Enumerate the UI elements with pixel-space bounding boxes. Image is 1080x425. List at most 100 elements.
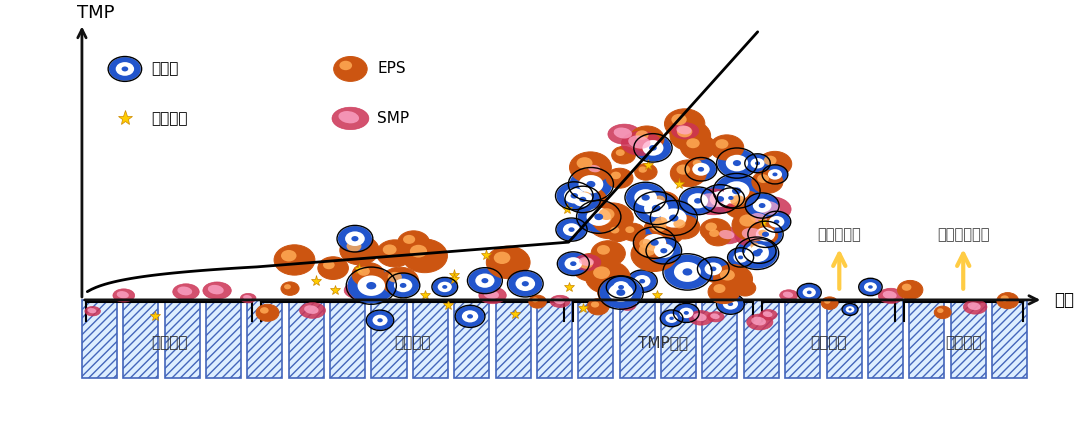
- Ellipse shape: [680, 187, 716, 214]
- Ellipse shape: [595, 212, 611, 224]
- Ellipse shape: [651, 220, 666, 232]
- Ellipse shape: [700, 193, 724, 207]
- Ellipse shape: [584, 163, 606, 176]
- Ellipse shape: [753, 250, 761, 257]
- Ellipse shape: [714, 284, 726, 293]
- Ellipse shape: [486, 246, 530, 279]
- Ellipse shape: [937, 308, 944, 313]
- Ellipse shape: [558, 252, 589, 275]
- Ellipse shape: [762, 165, 787, 184]
- Ellipse shape: [667, 215, 700, 239]
- Ellipse shape: [654, 217, 667, 227]
- Ellipse shape: [728, 248, 753, 266]
- Ellipse shape: [671, 160, 706, 187]
- Ellipse shape: [728, 302, 733, 306]
- Ellipse shape: [669, 215, 678, 221]
- Ellipse shape: [661, 310, 683, 326]
- Ellipse shape: [550, 295, 570, 307]
- Ellipse shape: [772, 173, 778, 176]
- Text: SMP: SMP: [377, 111, 409, 126]
- Ellipse shape: [807, 291, 812, 294]
- Ellipse shape: [652, 205, 661, 211]
- Ellipse shape: [529, 295, 546, 308]
- Ellipse shape: [649, 212, 683, 238]
- Ellipse shape: [647, 238, 680, 264]
- Ellipse shape: [759, 309, 778, 320]
- Ellipse shape: [707, 264, 719, 272]
- Ellipse shape: [634, 235, 667, 260]
- Ellipse shape: [639, 243, 657, 256]
- Ellipse shape: [579, 197, 586, 202]
- Ellipse shape: [723, 298, 738, 310]
- Ellipse shape: [746, 314, 773, 330]
- Ellipse shape: [733, 252, 747, 263]
- Ellipse shape: [173, 284, 199, 300]
- Ellipse shape: [752, 317, 766, 326]
- Ellipse shape: [357, 266, 369, 276]
- Ellipse shape: [515, 276, 535, 291]
- Ellipse shape: [705, 223, 717, 231]
- Ellipse shape: [714, 174, 759, 207]
- Ellipse shape: [639, 279, 645, 283]
- Ellipse shape: [575, 254, 600, 270]
- Ellipse shape: [305, 305, 319, 314]
- Ellipse shape: [680, 134, 716, 160]
- Text: EPS: EPS: [377, 62, 406, 76]
- Bar: [537, 300, 572, 378]
- Ellipse shape: [726, 155, 748, 171]
- Ellipse shape: [756, 227, 775, 241]
- Ellipse shape: [613, 128, 632, 139]
- Ellipse shape: [348, 268, 395, 303]
- Ellipse shape: [403, 235, 415, 244]
- Ellipse shape: [572, 253, 610, 281]
- Ellipse shape: [644, 215, 685, 246]
- Ellipse shape: [592, 203, 633, 234]
- Ellipse shape: [752, 170, 783, 193]
- Ellipse shape: [402, 239, 447, 273]
- Ellipse shape: [437, 282, 451, 292]
- Ellipse shape: [698, 167, 704, 172]
- Ellipse shape: [748, 222, 782, 247]
- Ellipse shape: [674, 262, 701, 282]
- Ellipse shape: [742, 228, 764, 241]
- Bar: [413, 300, 448, 378]
- Ellipse shape: [710, 191, 731, 207]
- Ellipse shape: [563, 223, 580, 236]
- Ellipse shape: [756, 249, 762, 254]
- Ellipse shape: [482, 278, 488, 283]
- Ellipse shape: [613, 281, 630, 293]
- Bar: [744, 300, 779, 378]
- Ellipse shape: [456, 306, 484, 327]
- Ellipse shape: [679, 308, 693, 318]
- Ellipse shape: [397, 231, 430, 255]
- Ellipse shape: [589, 165, 600, 172]
- Ellipse shape: [382, 244, 396, 255]
- Bar: [578, 300, 613, 378]
- Ellipse shape: [768, 169, 782, 180]
- Ellipse shape: [597, 245, 610, 255]
- Ellipse shape: [625, 226, 634, 233]
- Ellipse shape: [594, 213, 603, 220]
- Text: 不可逆污染: 不可逆污染: [818, 227, 861, 242]
- Ellipse shape: [475, 274, 495, 288]
- Ellipse shape: [692, 160, 702, 167]
- Ellipse shape: [599, 277, 643, 309]
- Ellipse shape: [256, 304, 279, 321]
- Bar: [620, 300, 654, 378]
- Ellipse shape: [762, 311, 772, 317]
- Ellipse shape: [433, 278, 457, 296]
- Ellipse shape: [87, 308, 96, 313]
- Ellipse shape: [569, 152, 611, 183]
- Ellipse shape: [648, 192, 679, 215]
- Ellipse shape: [299, 303, 325, 318]
- Text: 快速建立: 快速建立: [151, 335, 188, 350]
- Ellipse shape: [556, 218, 586, 241]
- Ellipse shape: [710, 266, 716, 271]
- Ellipse shape: [241, 293, 256, 303]
- Ellipse shape: [689, 311, 713, 325]
- Ellipse shape: [243, 295, 252, 300]
- Text: 化学清洗: 化学清洗: [945, 335, 982, 350]
- Ellipse shape: [597, 281, 627, 304]
- Ellipse shape: [738, 255, 743, 259]
- Ellipse shape: [388, 272, 402, 282]
